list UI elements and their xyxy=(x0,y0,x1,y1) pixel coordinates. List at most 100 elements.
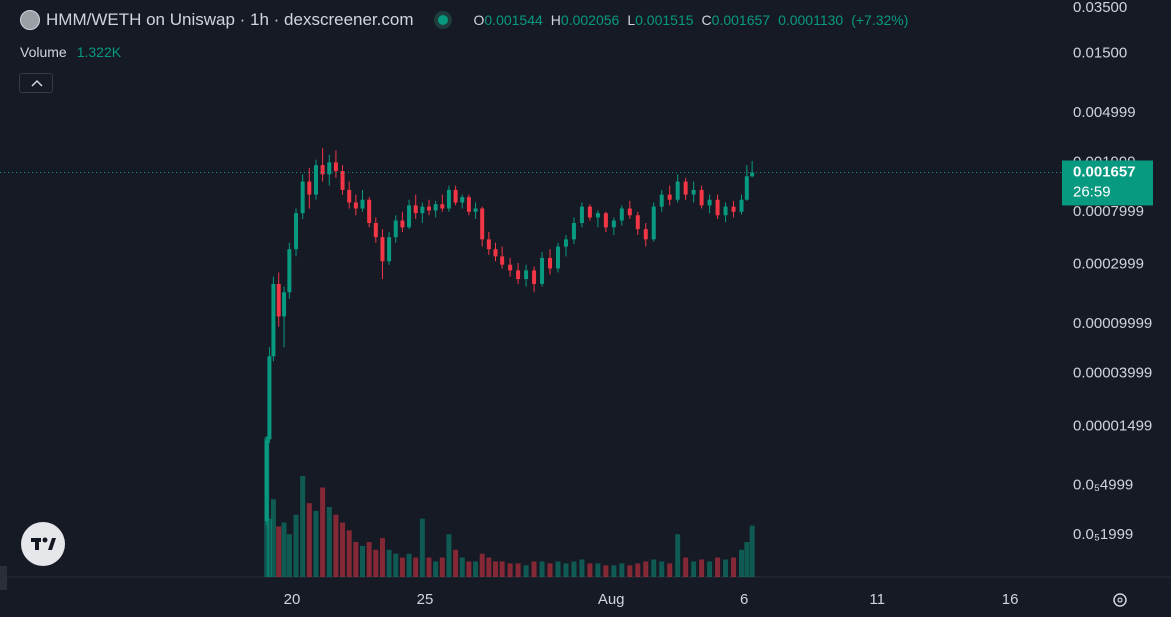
volume-bar xyxy=(360,545,366,577)
candle-body xyxy=(446,189,451,209)
volume-bar xyxy=(667,563,673,577)
candle-body xyxy=(264,439,269,521)
volume-bar xyxy=(643,561,649,577)
candle-body xyxy=(707,199,712,206)
candle-body xyxy=(579,206,584,223)
candle-body xyxy=(433,204,438,211)
volume-bar xyxy=(531,561,537,577)
candle-body xyxy=(267,356,272,440)
collapse-button[interactable] xyxy=(19,73,53,93)
x-tick-label: 25 xyxy=(417,591,434,608)
candle-body xyxy=(532,270,537,284)
candle-body xyxy=(480,208,485,240)
volume-bar xyxy=(691,561,697,577)
volume-bar xyxy=(539,561,545,577)
price-tag xyxy=(1062,160,1153,206)
volume-bar xyxy=(353,542,359,577)
volume-bar xyxy=(683,557,689,577)
candle-body xyxy=(611,220,616,228)
volume-bar xyxy=(386,549,392,577)
tradingview-logo[interactable] xyxy=(21,522,65,566)
volume-bar xyxy=(473,561,479,577)
volume-bar xyxy=(270,499,276,577)
candle-body xyxy=(643,229,648,240)
settings-hub xyxy=(1117,597,1123,603)
x-tick-label: 20 xyxy=(284,591,301,608)
candle-body xyxy=(400,220,405,228)
ohlc-value: 0.001515 xyxy=(635,12,694,28)
volume-bar xyxy=(393,553,399,577)
volume-bar xyxy=(515,563,521,577)
volume-bar xyxy=(486,557,492,577)
header: HMM/WETH on Uniswap · 1h · dexscreener.c… xyxy=(20,10,908,30)
y-tick-label: 0.0₅4999 xyxy=(1073,477,1133,494)
candle-body xyxy=(508,264,513,271)
ohlc-key: O xyxy=(473,12,485,28)
volume-bar xyxy=(731,557,737,577)
y-tick-label: 0.0007999 xyxy=(1073,203,1144,220)
candle-body xyxy=(420,206,425,214)
candle-body xyxy=(723,206,728,216)
volume-bar xyxy=(466,561,472,577)
volume-bar xyxy=(595,563,601,577)
y-tick-label: 0.004999 xyxy=(1073,104,1136,121)
candle-body xyxy=(595,213,600,218)
volume-bar xyxy=(659,561,665,577)
candle-body xyxy=(548,257,553,269)
volume-bar xyxy=(499,561,505,577)
y-tick-label: 0.00003999 xyxy=(1073,364,1152,381)
candle-body xyxy=(360,199,365,209)
volume-bar xyxy=(635,563,641,577)
volume-bar xyxy=(492,561,498,577)
candle-body xyxy=(516,270,521,280)
candle-body xyxy=(739,199,744,212)
y-tick-label: 0.0002999 xyxy=(1073,256,1144,273)
candle-body xyxy=(571,222,576,240)
volume-bar xyxy=(373,549,379,577)
volume-bar xyxy=(340,522,346,577)
volume-bar xyxy=(426,557,432,577)
volume-bar xyxy=(699,559,705,577)
volume-bar xyxy=(406,553,412,577)
volume-bar xyxy=(306,503,312,577)
volume-bar xyxy=(276,526,282,577)
volume-bar xyxy=(587,563,593,577)
candle-body xyxy=(427,206,432,211)
y-tick-label: 0.00009999 xyxy=(1073,315,1152,332)
ohlc-readout: O0.001544 H0.002056 L0.001515 C0.001657 … xyxy=(474,12,909,28)
volume-bar xyxy=(715,557,721,577)
candle-body xyxy=(691,189,696,195)
x-tick-label: 11 xyxy=(869,591,885,608)
ohlc-key: C xyxy=(701,12,712,28)
candle-body xyxy=(407,205,412,228)
volume-bar xyxy=(675,534,681,577)
candle-body xyxy=(683,181,688,195)
volume-bar xyxy=(744,542,750,577)
volume-bar xyxy=(523,565,529,577)
candle-body xyxy=(373,222,378,238)
volume-bar xyxy=(399,557,405,577)
candle-body xyxy=(294,213,299,250)
volume-bar xyxy=(286,534,292,577)
side-toggle xyxy=(0,566,7,590)
price-tag-value: 0.001657 xyxy=(1073,163,1136,180)
volume-bar xyxy=(366,542,372,577)
candle-body xyxy=(300,181,305,214)
candle-body xyxy=(619,208,624,221)
volume-bar xyxy=(555,561,561,577)
volume-bar xyxy=(651,559,657,577)
candle-body xyxy=(307,181,312,195)
settings-button[interactable] xyxy=(1113,593,1127,607)
volume-bar xyxy=(739,549,745,577)
volume-bar xyxy=(379,538,385,577)
candle-body xyxy=(347,189,352,203)
volume-bar xyxy=(563,563,569,577)
candle-body xyxy=(387,237,392,262)
ohlc-value: 0.001657 xyxy=(711,12,771,28)
candle-body xyxy=(555,246,560,269)
candle-body xyxy=(675,181,680,200)
volume-bar xyxy=(300,475,306,577)
candle-body xyxy=(699,189,704,206)
ohlc-key: H xyxy=(550,12,561,28)
candle-body xyxy=(393,220,398,238)
